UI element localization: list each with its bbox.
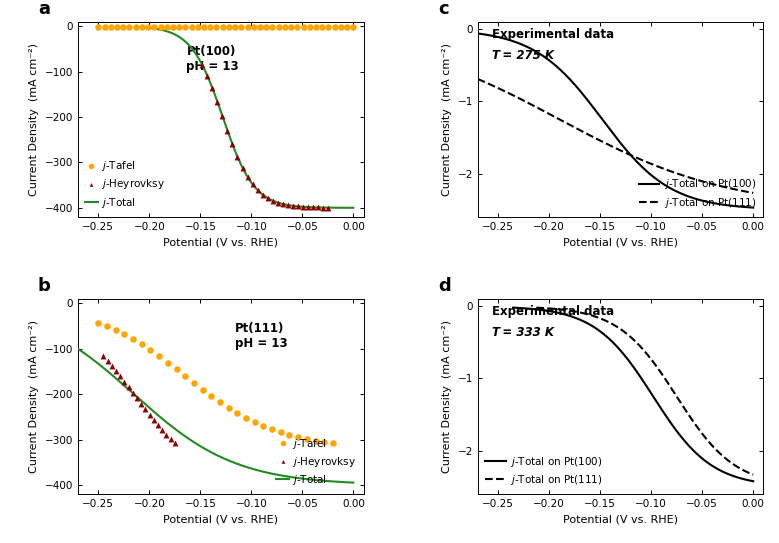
Text: T = 333 K: T = 333 K bbox=[492, 326, 554, 339]
Point bbox=[285, 22, 298, 31]
Point bbox=[196, 386, 209, 394]
Point bbox=[322, 203, 334, 212]
Point bbox=[316, 203, 329, 212]
Point bbox=[104, 22, 117, 31]
Point bbox=[248, 22, 260, 31]
Point bbox=[236, 163, 249, 172]
Point bbox=[241, 173, 254, 181]
Point bbox=[309, 436, 322, 445]
Point bbox=[127, 335, 139, 344]
Point bbox=[168, 439, 181, 447]
X-axis label: Potential (V vs. RHE): Potential (V vs. RHE) bbox=[563, 237, 678, 248]
Point bbox=[147, 415, 160, 424]
Point bbox=[304, 22, 316, 31]
Point bbox=[131, 394, 143, 402]
Point bbox=[171, 365, 183, 374]
Point bbox=[144, 346, 157, 355]
Point bbox=[142, 22, 154, 31]
Point bbox=[179, 22, 192, 31]
Text: Experimental data: Experimental data bbox=[492, 305, 614, 318]
Point bbox=[196, 61, 209, 70]
Point bbox=[217, 112, 229, 121]
Point bbox=[117, 22, 129, 31]
Point bbox=[347, 22, 360, 31]
Point bbox=[297, 203, 309, 211]
Point bbox=[110, 367, 122, 375]
Point bbox=[100, 322, 113, 331]
Point bbox=[143, 411, 156, 419]
Point bbox=[148, 22, 160, 31]
Text: Pt(111)
pH = 13: Pt(111) pH = 13 bbox=[235, 323, 287, 350]
Point bbox=[307, 203, 319, 212]
Point bbox=[292, 433, 305, 441]
Point bbox=[262, 194, 274, 203]
Legend: $j$-Tafel, $j$-Heyrovksy, $j$-Total: $j$-Tafel, $j$-Heyrovksy, $j$-Total bbox=[274, 434, 358, 489]
Point bbox=[206, 84, 219, 92]
Point bbox=[329, 22, 341, 31]
Point bbox=[210, 22, 223, 31]
Point bbox=[217, 22, 229, 31]
Point bbox=[257, 422, 270, 431]
Y-axis label: Current Density  (mA cm⁻²): Current Density (mA cm⁻²) bbox=[29, 320, 39, 473]
Point bbox=[274, 428, 287, 437]
Point bbox=[323, 22, 335, 31]
Point bbox=[256, 190, 269, 199]
Point bbox=[136, 22, 148, 31]
Point bbox=[211, 97, 224, 106]
Text: T = 275 K: T = 275 K bbox=[492, 49, 554, 62]
Point bbox=[310, 22, 323, 31]
Point bbox=[106, 361, 118, 370]
Point bbox=[161, 358, 174, 367]
Point bbox=[135, 400, 147, 408]
Y-axis label: Current Density  (mA cm⁻²): Current Density (mA cm⁻²) bbox=[29, 43, 39, 196]
Point bbox=[122, 383, 135, 392]
Point bbox=[153, 352, 165, 361]
Point bbox=[92, 22, 104, 31]
Point bbox=[164, 434, 177, 443]
Point bbox=[192, 22, 204, 31]
Legend: $j$-Total on Pt(100), $j$-Total on Pt(111): $j$-Total on Pt(100), $j$-Total on Pt(11… bbox=[636, 175, 758, 212]
Point bbox=[154, 22, 167, 31]
Point bbox=[204, 22, 217, 31]
Point bbox=[287, 201, 299, 210]
Point bbox=[185, 22, 198, 31]
Point bbox=[139, 405, 152, 414]
Point bbox=[298, 22, 310, 31]
Point bbox=[229, 22, 241, 31]
Point bbox=[231, 409, 244, 418]
Text: a: a bbox=[38, 0, 50, 18]
Point bbox=[136, 340, 148, 349]
Point bbox=[273, 22, 285, 31]
Y-axis label: Current Density  (mA cm⁻²): Current Density (mA cm⁻²) bbox=[442, 320, 452, 473]
Y-axis label: Current Density  (mA cm⁻²): Current Density (mA cm⁻²) bbox=[442, 43, 452, 196]
Point bbox=[213, 398, 226, 407]
Point bbox=[111, 22, 123, 31]
Point bbox=[97, 352, 110, 361]
Legend: $j$-Tafel, $j$-Heyrovksy, $j$-Total: $j$-Tafel, $j$-Heyrovksy, $j$-Total bbox=[83, 157, 167, 212]
Point bbox=[152, 421, 164, 430]
Point bbox=[231, 153, 244, 161]
Point bbox=[205, 392, 217, 401]
Point bbox=[160, 22, 173, 31]
Point bbox=[301, 203, 314, 211]
Point bbox=[126, 388, 139, 397]
Point bbox=[179, 372, 192, 381]
Point bbox=[249, 418, 261, 427]
Point bbox=[235, 22, 248, 31]
Point bbox=[226, 140, 238, 149]
Point bbox=[123, 22, 136, 31]
Text: Experimental data: Experimental data bbox=[492, 28, 614, 41]
Point bbox=[335, 22, 347, 31]
Point bbox=[98, 22, 111, 31]
Point bbox=[284, 431, 296, 439]
Point bbox=[291, 202, 304, 211]
Point bbox=[118, 377, 131, 386]
Point bbox=[92, 319, 104, 327]
Legend: $j$-Total on Pt(100), $j$-Total on Pt(111): $j$-Total on Pt(100), $j$-Total on Pt(11… bbox=[483, 452, 605, 489]
Point bbox=[221, 126, 234, 135]
Point bbox=[252, 186, 264, 194]
Point bbox=[223, 22, 235, 31]
Point bbox=[316, 22, 329, 31]
Point bbox=[266, 196, 279, 205]
Point bbox=[101, 356, 114, 365]
